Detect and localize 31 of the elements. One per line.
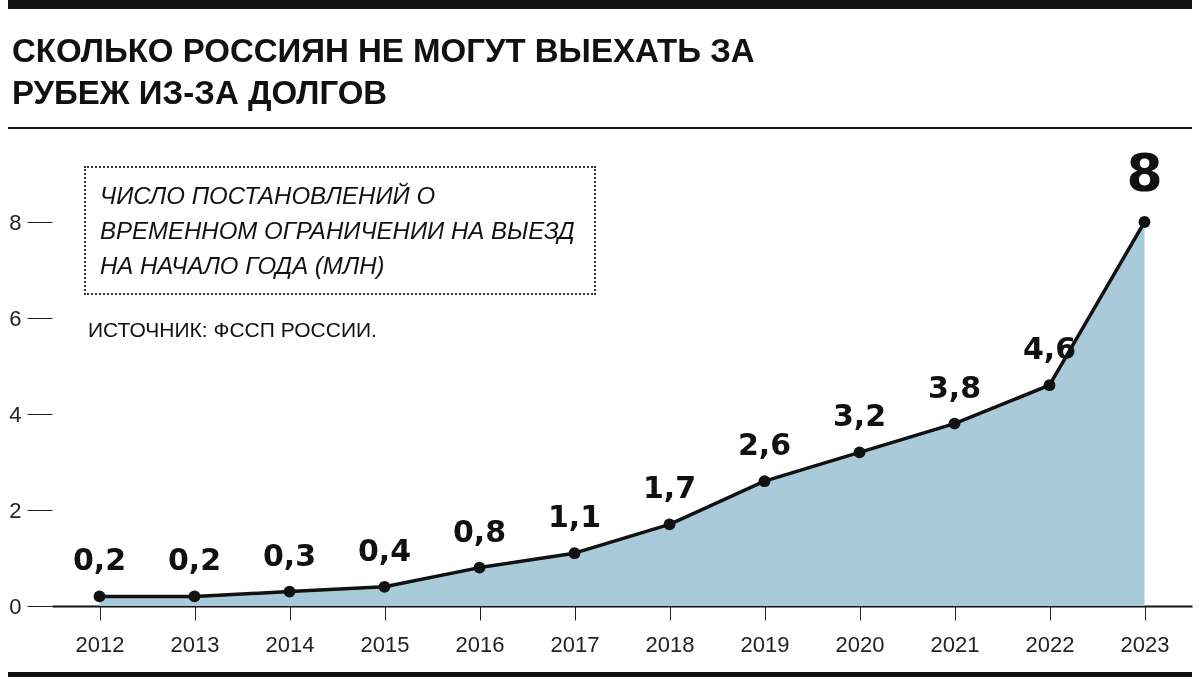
data-label: 0,2 bbox=[72, 542, 127, 578]
y-tick-label: 0 bbox=[9, 593, 22, 619]
x-tick-label: 2018 bbox=[645, 631, 695, 657]
x-tick-label: 2017 bbox=[550, 631, 600, 657]
data-label: 0,8 bbox=[452, 513, 507, 549]
data-label: 0,2 bbox=[167, 542, 222, 578]
y-tick-label: 2 bbox=[9, 497, 22, 523]
x-tick-label: 2022 bbox=[1025, 631, 1075, 657]
data-label: 8 bbox=[1126, 143, 1163, 203]
x-tick-label: 2014 bbox=[265, 631, 315, 657]
x-tick-label: 2021 bbox=[930, 631, 980, 657]
x-tick-label: 2019 bbox=[740, 631, 790, 657]
x-tick-label: 2012 bbox=[75, 631, 125, 657]
data-label: 0,4 bbox=[357, 532, 412, 568]
data-label: 1,1 bbox=[547, 499, 602, 535]
annotation: ИСТОЧНИК: ФССП РОССИИ. bbox=[88, 318, 377, 342]
data-label: 3,8 bbox=[927, 369, 982, 405]
x-tick-label: 2016 bbox=[455, 631, 505, 657]
x-tick-label: 2020 bbox=[835, 631, 885, 657]
y-tick-label: 4 bbox=[9, 401, 22, 427]
data-label: 0,3 bbox=[262, 537, 317, 573]
x-tick-label: 2023 bbox=[1120, 631, 1170, 657]
data-label: 1,7 bbox=[642, 470, 697, 506]
data-label: 3,2 bbox=[832, 398, 887, 434]
chart-title: СКОЛЬКО РОССИЯН НЕ МОГУТ ВЫЕХАТЬ ЗА РУБЕЖ ИЗ-ЗА ДОЛГОВ bbox=[12, 31, 756, 113]
y-tick-label: 6 bbox=[9, 305, 22, 331]
note-frame: ЧИСЛО ПОСТАНОВЛЕНИЙ О ВРЕМЕННОМ ОГРАНИЧЕНИИ НА ВЫЕЗД НА НАЧАЛО ГОДА (МЛН) bbox=[84, 166, 596, 295]
y-tick-label: 8 bbox=[9, 209, 22, 235]
x-tick-label: 2013 bbox=[170, 631, 220, 657]
x-tick-label: 2015 bbox=[360, 631, 410, 657]
data-label: 2,6 bbox=[737, 427, 792, 463]
